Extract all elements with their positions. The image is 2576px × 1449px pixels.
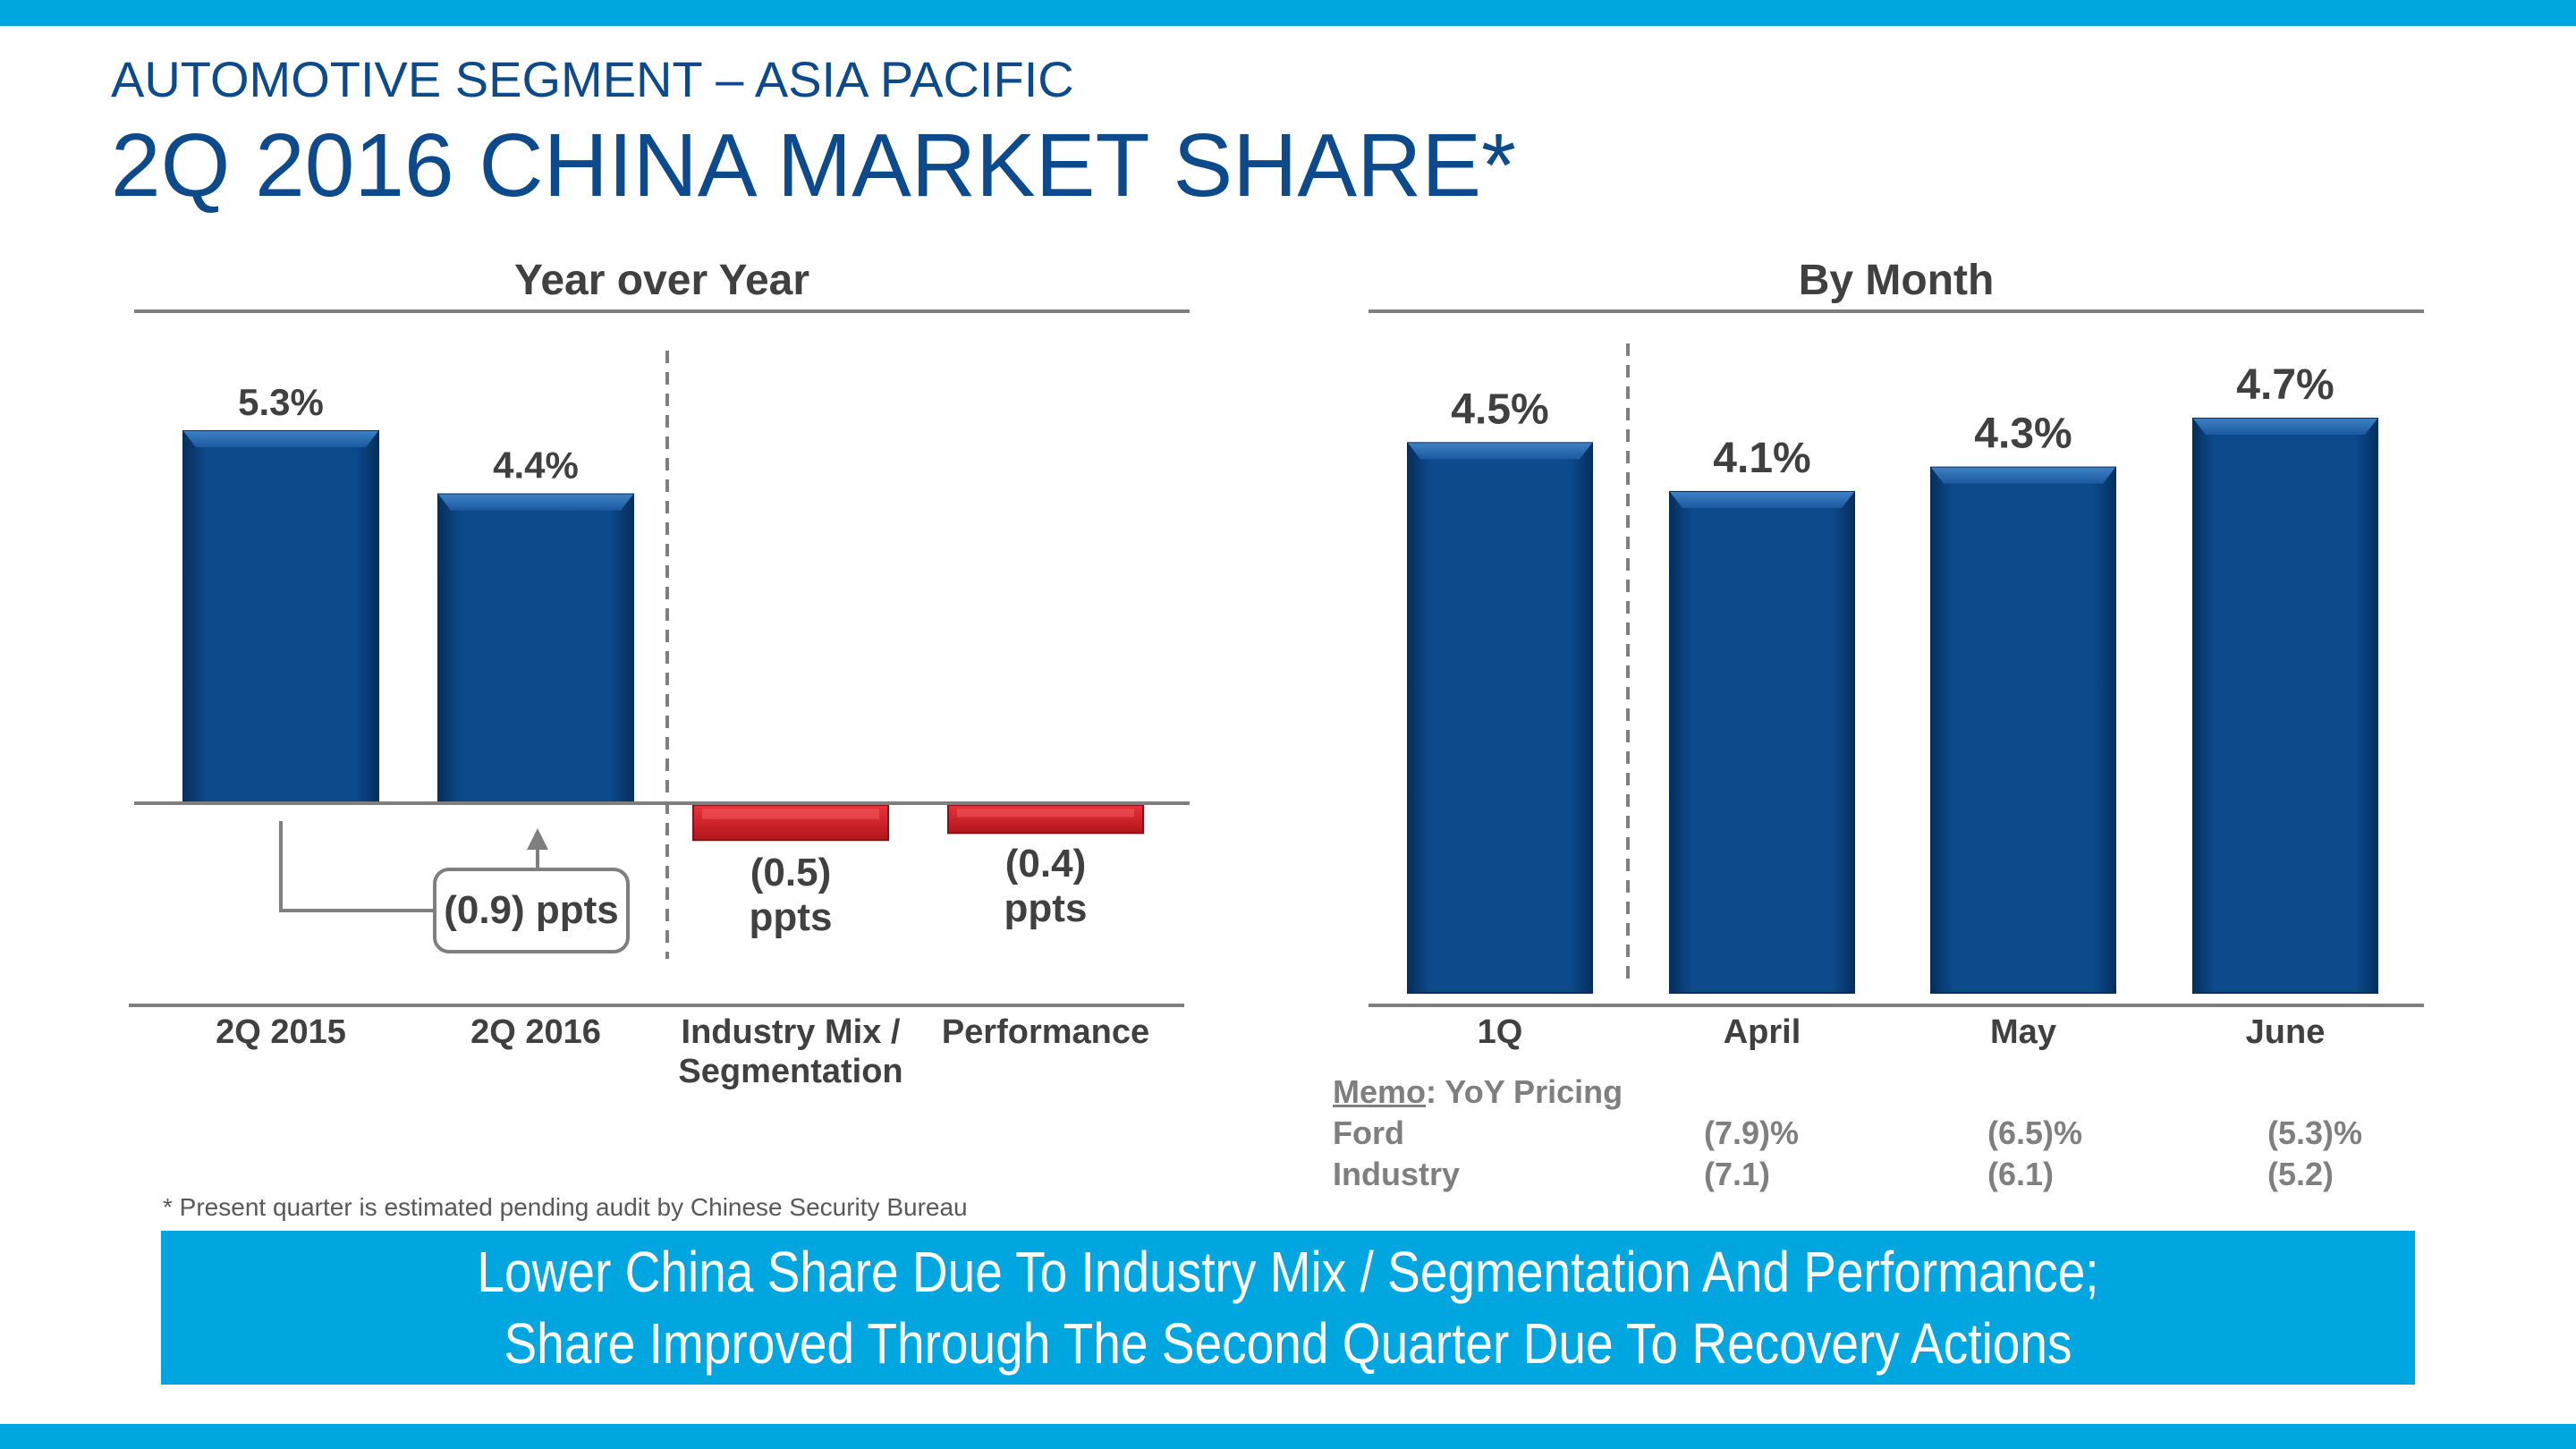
yoy-axis-label-2-1: Segmentation — [678, 1053, 902, 1090]
slide-subtitle: AUTOMOTIVE SEGMENT – ASIA PACIFIC — [111, 51, 1074, 107]
summary-banner: Lower China Share Due To Industry Mix / … — [161, 1231, 2415, 1385]
yoy-bar-1-body — [437, 493, 634, 804]
month-axis-label-0: 1Q — [1478, 1013, 1523, 1051]
month-data-label-1: 4.1% — [1713, 435, 1810, 482]
month-bar-2 — [1930, 466, 2116, 994]
memo-row-industry-june: (5.2) — [2267, 1156, 2334, 1192]
yoy-bar-3 — [947, 804, 1144, 835]
banner-line-2: Share Improved Through The Second Quarte… — [504, 1311, 2072, 1376]
memo-row-ford-name: Ford — [1333, 1114, 1404, 1151]
memo-row-industry-may: (6.1) — [1987, 1156, 2055, 1192]
yoy-axis-label-1-0: 2Q 2016 — [470, 1013, 601, 1051]
memo-colon: : — [1426, 1073, 1445, 1110]
banner-line-1: Lower China Share Due To Industry Mix / … — [477, 1240, 2099, 1304]
month-bar-0-body — [1407, 442, 1593, 994]
slide-title: 2Q 2016 CHINA MARKET SHARE* — [111, 115, 1516, 216]
memo-header: Memo: YoY Pricing — [1333, 1073, 1623, 1111]
yoy-bar-0-body — [182, 429, 379, 804]
month-axis-label-2: May — [1990, 1013, 2056, 1051]
month-bar-0-bevel — [1408, 443, 1592, 460]
month-axis-label-1: April — [1724, 1013, 1801, 1051]
yoy-bar-1 — [437, 493, 634, 804]
yoy-chart-title: Year over Year — [513, 257, 810, 304]
yoy-change-arrow-head — [527, 828, 548, 850]
yoy-data-label-3-1: ppts — [1004, 886, 1088, 930]
memo-row-ford-may: (6.5)% — [1987, 1114, 2083, 1151]
bottom-band — [0, 1424, 2576, 1449]
month-bar-1-bevel — [1670, 491, 1854, 508]
memo-label: Memo — [1333, 1073, 1427, 1110]
month-bar-3 — [2192, 417, 2378, 995]
yoy-bar-1-bevel — [438, 494, 633, 511]
yoy-change-annotation: (0.9) ppts — [444, 888, 619, 932]
yoy-axis-label-0-0: 2Q 2015 — [216, 1013, 346, 1051]
month-bar-1-body — [1669, 490, 1855, 994]
month-bar-0 — [1407, 442, 1593, 994]
yoy-bar-3-bevel — [957, 809, 1134, 818]
yoy-data-label-0: 5.3% — [238, 381, 324, 423]
yoy-bar-2-bevel — [702, 809, 879, 819]
yoy-bar-2 — [692, 804, 889, 842]
month-data-label-3: 4.7% — [2236, 361, 2334, 409]
footnote: * Present quarter is estimated pending a… — [163, 1193, 968, 1221]
yoy-data-label-2-0: (0.5) — [750, 851, 831, 894]
yoy-data-label-2-1: ppts — [750, 895, 833, 939]
month-chart: 4.5% 4.1% 4.3% 4.7% 1Q April May June — [1368, 309, 2424, 1051]
yoy-data-label-3-0: (0.4) — [1005, 842, 1086, 886]
month-axis-label-3: June — [2246, 1013, 2326, 1051]
memo-title: YoY Pricing — [1445, 1073, 1623, 1110]
yoy-bar-0 — [182, 429, 379, 804]
month-bar-2-bevel — [1931, 467, 2115, 484]
memo-row-ford-june: (5.3)% — [2267, 1114, 2363, 1151]
yoy-axis-label-2-0: Industry Mix / — [682, 1013, 901, 1051]
memo-row-ford-april: (7.9)% — [1704, 1114, 1800, 1151]
yoy-data-label-1: 4.4% — [493, 445, 579, 487]
memo-row-industry-april: (7.1) — [1704, 1156, 1771, 1192]
month-data-label-0: 4.5% — [1451, 386, 1548, 433]
month-bar-1 — [1669, 490, 1855, 994]
month-data-label-2: 4.3% — [1974, 411, 2072, 458]
top-band — [0, 0, 2576, 26]
yoy-axis-label-3-0: Performance — [942, 1013, 1149, 1051]
yoy-change-bracket — [279, 821, 435, 912]
month-bar-2-body — [1930, 466, 2116, 994]
memo-row-industry-name: Industry — [1333, 1156, 1461, 1192]
month-bar-3-body — [2192, 417, 2378, 995]
yoy-change-box — [433, 868, 630, 953]
yoy-bar-0-bevel — [183, 430, 378, 447]
month-chart-title: By Month — [1798, 257, 1995, 304]
month-bar-3-bevel — [2193, 418, 2377, 435]
